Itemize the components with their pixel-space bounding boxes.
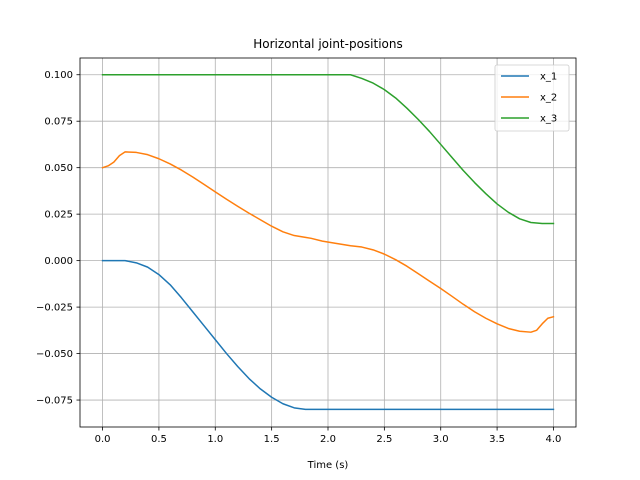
y-tick-label: −0.050 xyxy=(36,349,73,360)
y-axis: −0.075 −0.050 −0.025 0.000 0.025 0.050 0.075 0.… xyxy=(36,70,80,407)
y-tick-label: −0.075 xyxy=(36,396,73,407)
y-tick-label: 0.000 xyxy=(44,256,73,267)
legend-label: x_3 xyxy=(540,114,557,125)
y-tick-label: 0.050 xyxy=(44,163,73,174)
x-tick-label: 3.0 xyxy=(433,434,449,445)
x-axis-title: Time (s) xyxy=(307,460,349,471)
x-tick-label: 4.0 xyxy=(546,434,562,445)
series-layer xyxy=(101,73,555,411)
series-line-x-1 xyxy=(101,259,555,411)
x-tick-label: 1.0 xyxy=(207,434,223,445)
grid xyxy=(80,58,576,427)
y-tick-label: 0.100 xyxy=(44,70,73,81)
x-tick-label: 1.5 xyxy=(264,434,280,445)
y-tick-label: −0.025 xyxy=(36,303,73,314)
series-line-x-2 xyxy=(101,151,555,333)
legend-label: x_1 xyxy=(540,72,557,83)
legend-box xyxy=(494,64,570,132)
x-tick-label: 2.0 xyxy=(320,434,336,445)
x-tick-label: 3.5 xyxy=(489,434,505,445)
y-tick-label: 0.075 xyxy=(44,117,73,128)
x-tick-label: 0.5 xyxy=(151,434,167,445)
x-tick-label: 0.0 xyxy=(95,434,111,445)
legend: x_1 x_2 x_3 xyxy=(494,64,570,132)
series-line-x-3 xyxy=(101,73,555,225)
y-tick-label: 0.025 xyxy=(44,210,73,221)
legend-label: x_2 xyxy=(540,93,557,104)
chart-title: Horizontal joint-positions xyxy=(253,37,403,51)
x-tick-label: 2.5 xyxy=(376,434,392,445)
x-axis: 0.0 0.5 1.0 1.5 2.0 2.5 3.0 3.5 4.0 xyxy=(95,427,562,445)
